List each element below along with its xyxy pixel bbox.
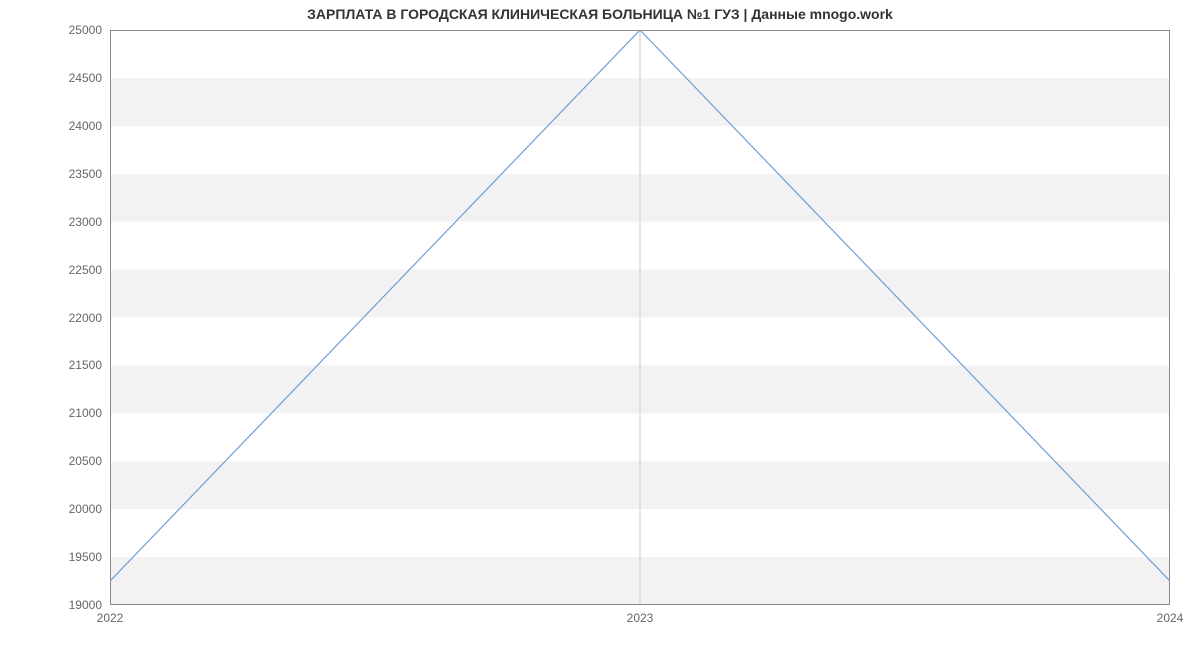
salary-line-chart: ЗАРПЛАТА В ГОРОДСКАЯ КЛИНИЧЕСКАЯ БОЛЬНИЦ… [0, 0, 1200, 650]
x-tick-label: 2022 [97, 611, 124, 625]
y-tick-label: 21500 [42, 358, 102, 372]
y-tick-label: 23000 [42, 215, 102, 229]
chart-title: ЗАРПЛАТА В ГОРОДСКАЯ КЛИНИЧЕСКАЯ БОЛЬНИЦ… [0, 6, 1200, 22]
plot-svg [110, 30, 1170, 605]
x-tick-label: 2024 [1157, 611, 1184, 625]
y-tick-label: 21000 [42, 406, 102, 420]
x-tick-label: 2023 [627, 611, 654, 625]
y-tick-label: 20500 [42, 454, 102, 468]
y-tick-label: 25000 [42, 23, 102, 37]
y-tick-label: 20000 [42, 502, 102, 516]
y-tick-label: 24000 [42, 119, 102, 133]
y-tick-label: 23500 [42, 167, 102, 181]
y-tick-label: 19000 [42, 598, 102, 612]
y-tick-label: 22500 [42, 263, 102, 277]
y-tick-label: 19500 [42, 550, 102, 564]
y-tick-label: 24500 [42, 71, 102, 85]
y-tick-label: 22000 [42, 311, 102, 325]
plot-area [110, 30, 1170, 605]
